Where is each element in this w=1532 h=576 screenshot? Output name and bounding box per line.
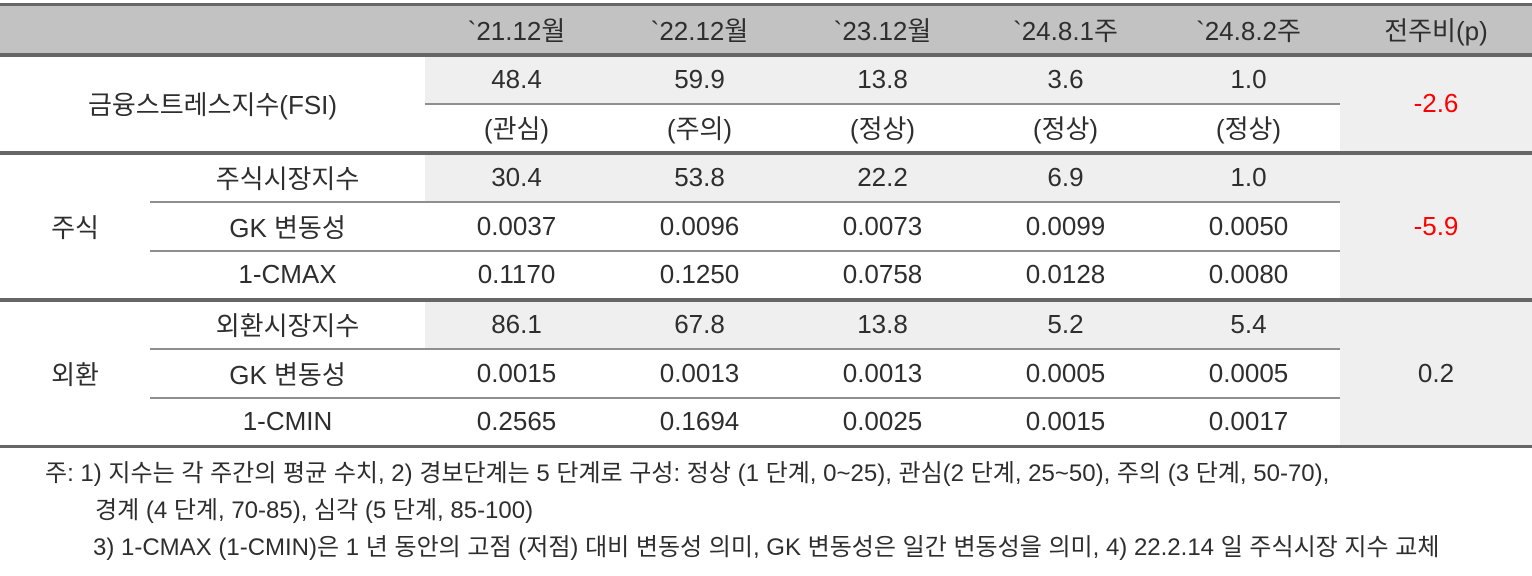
stock-gk-row: GK 변동성 0.0037 0.0096 0.0073 0.0099 0.005… (0, 200, 1532, 251)
value-cell: 1.0 (1157, 52, 1340, 104)
header-row: `21.12월 `22.12월 `23.12월 `24.8.1주 `24.8.2… (0, 3, 1532, 57)
stage-cell: (주의) (608, 102, 791, 153)
value-cell: 0.0025 (791, 396, 974, 448)
weekly-change-fsi: -2.6 (1340, 52, 1532, 153)
value-cell: 30.4 (425, 150, 608, 202)
value-cell: 53.8 (608, 150, 791, 202)
value-cell: 22.2 (791, 150, 974, 202)
footnote-line-3: 3) 1-CMAX (1-CMIN)은 1 년 동안의 고점 (저점) 대비 변… (93, 534, 1440, 561)
row-label: 주식시장지수 (150, 150, 425, 202)
column-header: `22.12월 (608, 3, 791, 57)
stage-cell: (정상) (974, 102, 1157, 153)
footnote-line-2: 경계 (4 단계, 70-85), 심각 (5 단계, 85-100) (95, 497, 534, 524)
value-cell: 0.1250 (608, 249, 791, 300)
row-label: GK 변동성 (150, 200, 425, 251)
value-cell: 0.0005 (1157, 347, 1340, 398)
column-header: `23.12월 (791, 3, 974, 57)
value-cell: 0.1170 (425, 249, 608, 300)
column-header: `21.12월 (425, 3, 608, 57)
fsi-stage-row: (관심) (주의) (정상) (정상) (정상) (0, 102, 1532, 153)
value-cell: 59.9 (608, 52, 791, 104)
stage-cell: (관심) (425, 102, 608, 153)
stock-index-row: 주식 주식시장지수 30.4 53.8 22.2 6.9 1.0 -5.9 (0, 150, 1532, 300)
value-cell: 86.1 (425, 297, 608, 349)
fx-gk-row: GK 변동성 0.0015 0.0013 0.0013 0.0005 0.000… (0, 347, 1532, 398)
column-header: `24.8.1주 (974, 3, 1157, 57)
weekly-change-stock: -5.9 (1340, 150, 1532, 300)
value-cell: 0.0096 (608, 200, 791, 251)
value-cell: 67.8 (608, 297, 791, 349)
row-label: 1-CMIN (150, 396, 425, 448)
value-cell: 0.2565 (425, 396, 608, 448)
value-cell: 0.0037 (425, 200, 608, 251)
value-cell: 0.0013 (791, 347, 974, 398)
column-header: `24.8.2주 (1157, 3, 1340, 57)
fx-cmin-row: 1-CMIN 0.2565 0.1694 0.0025 0.0015 0.001… (0, 396, 1532, 448)
row-label: 외환시장지수 (150, 297, 425, 349)
stage-cell: (정상) (1157, 102, 1340, 153)
value-cell: 0.0758 (791, 249, 974, 300)
fsi-label-cell: 금융스트레스지수(FSI) (0, 52, 425, 153)
value-cell: 0.0128 (974, 249, 1157, 300)
value-cell: 0.0005 (974, 347, 1157, 398)
value-cell: 0.0080 (1157, 249, 1340, 300)
value-cell: 1.0 (1157, 150, 1340, 202)
value-cell: 3.6 (974, 52, 1157, 104)
value-cell: 0.0017 (1157, 396, 1340, 448)
fsi-weekly-table: `21.12월 `22.12월 `23.12월 `24.8.1주 `24.8.2… (0, 3, 1532, 448)
column-header-wow: 전주비(p) (1340, 3, 1532, 57)
row-label: GK 변동성 (150, 347, 425, 398)
value-cell: 5.4 (1157, 297, 1340, 349)
value-cell: 0.0073 (791, 200, 974, 251)
fx-index-row: 외환 외환시장지수 86.1 67.8 13.8 5.2 5.4 0.2 (0, 297, 1532, 448)
value-cell: 0.0050 (1157, 200, 1340, 251)
fsi-values-row: 금융스트레스지수(FSI) 48.4 59.9 13.8 3.6 1.0 -2.… (0, 52, 1532, 153)
value-cell: 0.1694 (608, 396, 791, 448)
table-corner-blank (0, 3, 425, 57)
value-cell: 0.0015 (425, 347, 608, 398)
value-cell: 48.4 (425, 52, 608, 104)
row-label: 1-CMAX (150, 249, 425, 300)
value-cell: 0.0099 (974, 200, 1157, 251)
value-cell: 5.2 (974, 297, 1157, 349)
footnotes: 주: 1) 지수는 각 주간의 평균 수치, 2) 경보단계는 5 단계로 구성… (0, 455, 1532, 566)
stage-cell: (정상) (791, 102, 974, 153)
value-cell: 6.9 (974, 150, 1157, 202)
weekly-change-fx: 0.2 (1340, 297, 1532, 448)
group-label-stock: 주식 (0, 150, 150, 300)
value-cell: 0.0015 (974, 396, 1157, 448)
footnote-line-1: 주: 1) 지수는 각 주간의 평균 수치, 2) 경보단계는 5 단계로 구성… (45, 460, 1330, 487)
value-cell: 0.0013 (608, 347, 791, 398)
stock-cmax-row: 1-CMAX 0.1170 0.1250 0.0758 0.0128 0.008… (0, 249, 1532, 300)
value-cell: 13.8 (791, 52, 974, 104)
group-label-fx: 외환 (0, 297, 150, 448)
value-cell: 13.8 (791, 297, 974, 349)
